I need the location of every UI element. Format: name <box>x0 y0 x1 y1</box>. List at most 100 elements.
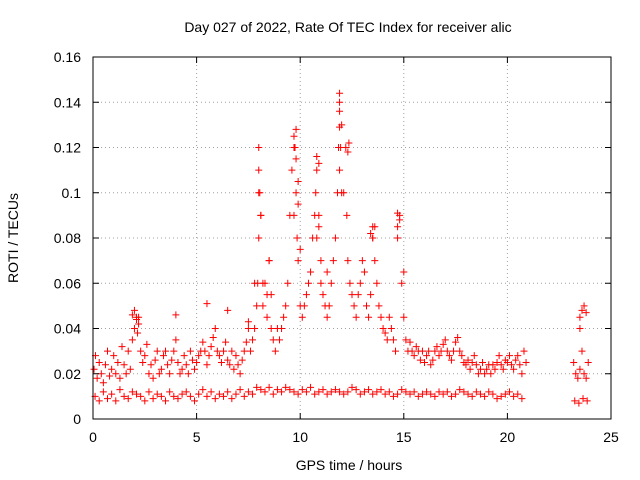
data-point <box>571 397 579 405</box>
data-point <box>402 388 410 396</box>
data-point <box>344 148 352 156</box>
data-point <box>360 268 368 276</box>
data-point <box>130 306 138 314</box>
data-point <box>224 306 232 314</box>
y-tick-label: 0 <box>73 411 81 427</box>
data-point <box>497 361 505 369</box>
data-point <box>228 347 236 355</box>
data-point <box>246 347 254 355</box>
data-point <box>483 365 491 373</box>
data-point <box>327 388 335 396</box>
data-point <box>456 386 464 394</box>
data-point <box>195 390 203 398</box>
data-point <box>356 390 364 398</box>
data-point <box>176 370 184 378</box>
data-point <box>307 268 315 276</box>
data-point <box>122 370 130 378</box>
data-point <box>153 347 161 355</box>
data-point <box>450 347 458 355</box>
data-point <box>292 155 300 163</box>
data-point <box>394 234 402 242</box>
data-point <box>381 390 389 398</box>
data-point <box>381 329 389 337</box>
data-point <box>398 386 406 394</box>
data-point <box>269 336 277 344</box>
data-point <box>410 352 418 360</box>
data-point <box>315 388 323 396</box>
data-point <box>180 352 188 360</box>
data-point <box>421 358 429 366</box>
data-point <box>259 302 267 310</box>
data-point <box>253 302 261 310</box>
y-tick-label: 0.02 <box>54 366 81 382</box>
data-point <box>576 313 584 321</box>
data-point <box>118 343 126 351</box>
data-point <box>456 347 464 355</box>
data-point <box>572 370 580 378</box>
data-point <box>232 390 240 398</box>
data-point <box>570 358 578 366</box>
data-point <box>331 386 339 394</box>
data-point <box>186 347 194 355</box>
data-point <box>149 395 157 403</box>
data-point <box>522 358 530 366</box>
data-point <box>410 388 418 396</box>
data-point <box>418 347 426 355</box>
y-tick-label: 0.1 <box>62 185 82 201</box>
data-point <box>273 386 281 394</box>
data-point <box>464 390 472 398</box>
data-point <box>282 383 290 391</box>
data-point <box>251 279 259 287</box>
data-point <box>406 338 414 346</box>
data-point <box>244 388 252 396</box>
y-tick-label: 0.16 <box>54 49 81 65</box>
data-point <box>418 390 426 398</box>
data-point <box>489 390 497 398</box>
data-point <box>352 313 360 321</box>
axis-ticks <box>92 56 612 420</box>
data-point <box>363 302 371 310</box>
data-point <box>257 386 265 394</box>
data-point <box>209 334 217 342</box>
data-point <box>280 313 288 321</box>
data-point <box>352 386 360 394</box>
data-point <box>385 313 393 321</box>
data-point <box>290 388 298 396</box>
data-point <box>242 338 250 346</box>
data-point <box>514 390 522 398</box>
data-point <box>375 302 383 310</box>
x-tick-label: 5 <box>193 429 201 445</box>
data-point <box>259 279 267 287</box>
data-point <box>445 352 453 360</box>
data-point <box>234 361 242 369</box>
data-point <box>499 365 507 373</box>
data-point <box>431 347 439 355</box>
data-point <box>238 356 246 364</box>
data-point <box>207 343 215 351</box>
data-point <box>101 361 109 369</box>
data-point <box>251 325 259 332</box>
data-point <box>288 166 296 174</box>
data-point <box>485 388 493 396</box>
data-point <box>315 223 323 231</box>
data-point <box>139 358 147 366</box>
data-point <box>336 123 344 131</box>
data-point <box>265 257 273 265</box>
data-point <box>348 383 356 391</box>
data-point <box>343 211 351 219</box>
data-point <box>162 347 170 355</box>
data-point <box>215 352 223 360</box>
data-point <box>369 234 377 242</box>
data-point <box>319 291 327 299</box>
data-point <box>124 395 132 403</box>
data-point <box>345 139 353 147</box>
data-point <box>408 347 416 355</box>
data-point <box>130 325 138 332</box>
data-point <box>203 392 211 400</box>
data-point <box>447 392 455 400</box>
data-point <box>307 383 315 391</box>
data-point <box>174 395 182 403</box>
data-point <box>172 336 180 344</box>
